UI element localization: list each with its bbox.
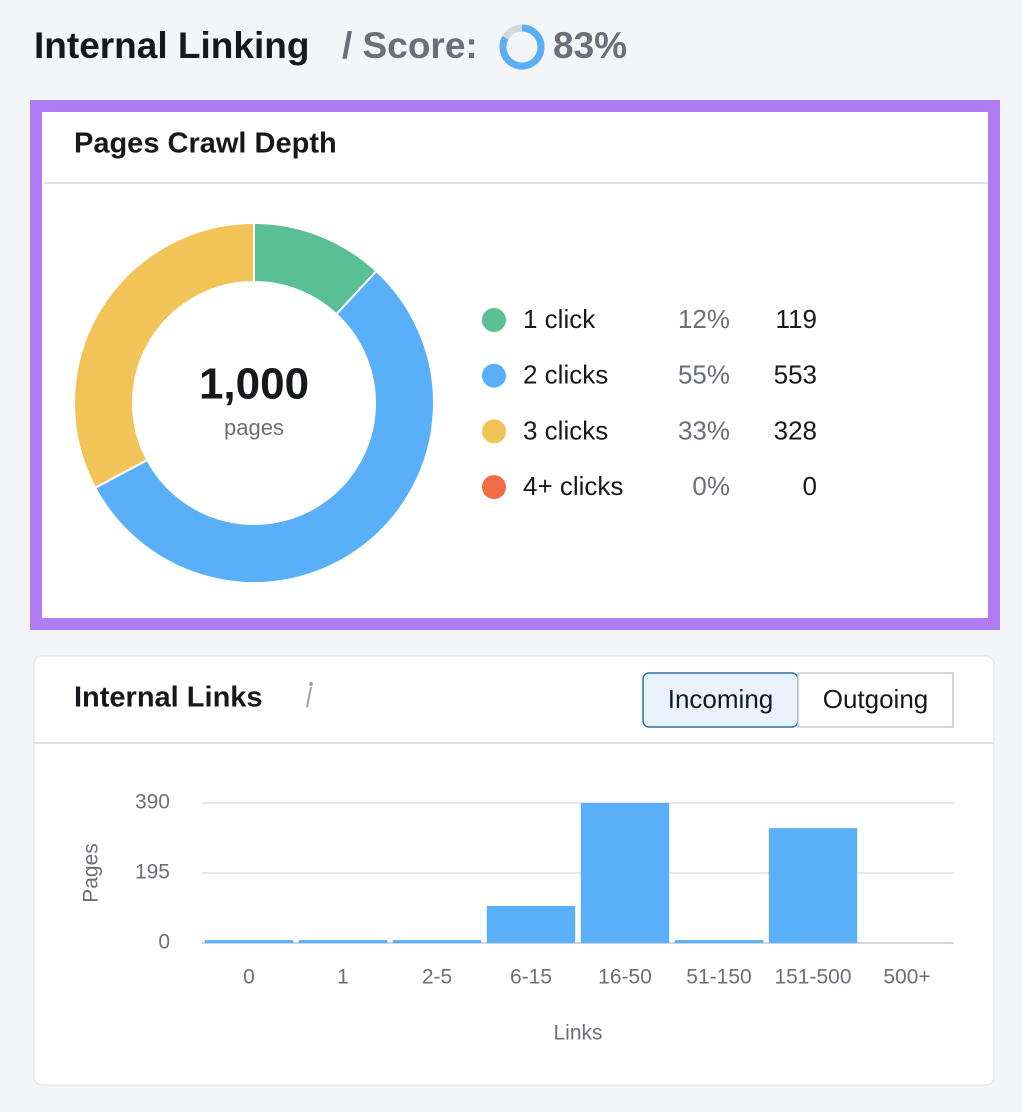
donut-caption: pages [224,415,284,440]
x-tick-label: 151-500 [774,966,851,989]
bar [674,940,764,943]
bar [486,906,576,943]
legend-count: 328 [774,415,817,445]
page-title: Internal Linking [34,25,309,66]
bar [204,940,294,943]
bar [768,828,858,943]
card-title: Pages Crawl Depth [74,128,337,160]
bar [298,940,388,943]
y-tick-label: 0 [158,931,170,954]
bar [580,803,670,943]
bar [392,940,482,943]
info-icon[interactable] [306,682,314,707]
y-axis-title: Pages [80,843,103,903]
x-axis-title: Links [553,1022,602,1045]
donut-slice [93,269,435,584]
legend-count: 553 [774,360,817,390]
score-value: 83% [553,25,627,66]
x-tick-label: 51-150 [686,966,751,989]
legend-label: 4+ clicks [523,471,623,501]
x-tick-label: 0 [243,966,255,989]
legend-share: 55% [678,360,730,390]
y-tick-label: 195 [135,861,170,884]
donut-slice [73,221,255,490]
x-tick-label: 1 [337,966,349,989]
x-tick-label: 2-5 [422,966,452,989]
legend-label: 1 click [523,304,596,334]
score-ring [499,24,545,70]
legend-dot [482,363,506,388]
toggle-label[interactable]: Outgoing [823,684,929,714]
legend-label: 3 clicks [523,415,608,445]
legend-count: 119 [776,304,817,334]
toggle-label[interactable]: Incoming [668,684,774,714]
toggle-button[interactable] [797,672,954,728]
legend-dot [482,419,506,444]
card-title: Internal Links [74,682,263,714]
x-tick-label: 16-50 [598,966,652,989]
legend-share: 33% [678,415,730,445]
card [33,655,995,1086]
x-tick-label: 500+ [883,966,930,989]
legend-dot [482,308,506,332]
legend-share: 12% [678,304,730,334]
x-tick-label: 6-15 [510,966,552,989]
legend-share: 0% [692,471,730,501]
score-label: / Score: [342,25,478,66]
donut-total: 1,000 [199,360,309,409]
legend-dot [482,475,506,500]
legend-label: 2 clicks [523,360,608,390]
legend-count: 0 [803,471,817,501]
y-tick-label: 390 [135,791,170,814]
